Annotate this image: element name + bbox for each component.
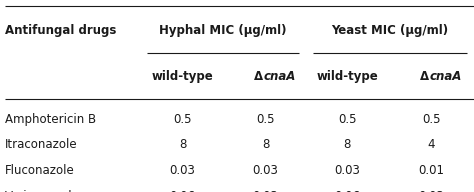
Text: wild-type: wild-type (152, 70, 213, 83)
Text: Amphotericin B: Amphotericin B (5, 113, 96, 126)
Text: Fluconazole: Fluconazole (5, 164, 74, 177)
Text: 0.03: 0.03 (253, 190, 278, 192)
Text: cnaA: cnaA (430, 70, 462, 83)
Text: 0.03: 0.03 (170, 164, 195, 177)
Text: Yeast MIC (μg/ml): Yeast MIC (μg/ml) (331, 24, 448, 37)
Text: Voriconazole: Voriconazole (5, 190, 80, 192)
Text: 0.03: 0.03 (419, 190, 444, 192)
Text: wild-type: wild-type (316, 70, 378, 83)
Text: cnaA: cnaA (264, 70, 296, 83)
Text: Itraconazole: Itraconazole (5, 138, 77, 151)
Text: Δ: Δ (254, 70, 263, 83)
Text: 0.03: 0.03 (334, 164, 360, 177)
Text: 0.5: 0.5 (173, 113, 192, 126)
Text: 8: 8 (344, 138, 351, 151)
Text: 0.06: 0.06 (334, 190, 360, 192)
Text: 4: 4 (428, 138, 435, 151)
Text: 0.03: 0.03 (253, 164, 278, 177)
Text: 0.5: 0.5 (338, 113, 356, 126)
Text: Antifungal drugs: Antifungal drugs (5, 24, 116, 37)
Text: 0.5: 0.5 (422, 113, 441, 126)
Text: 0.01: 0.01 (419, 164, 444, 177)
Text: 0.5: 0.5 (256, 113, 275, 126)
Text: 8: 8 (262, 138, 269, 151)
Text: Δ: Δ (420, 70, 429, 83)
Text: 8: 8 (179, 138, 186, 151)
Text: Hyphal MIC (μg/ml): Hyphal MIC (μg/ml) (159, 24, 286, 37)
Text: 0.06: 0.06 (170, 190, 195, 192)
